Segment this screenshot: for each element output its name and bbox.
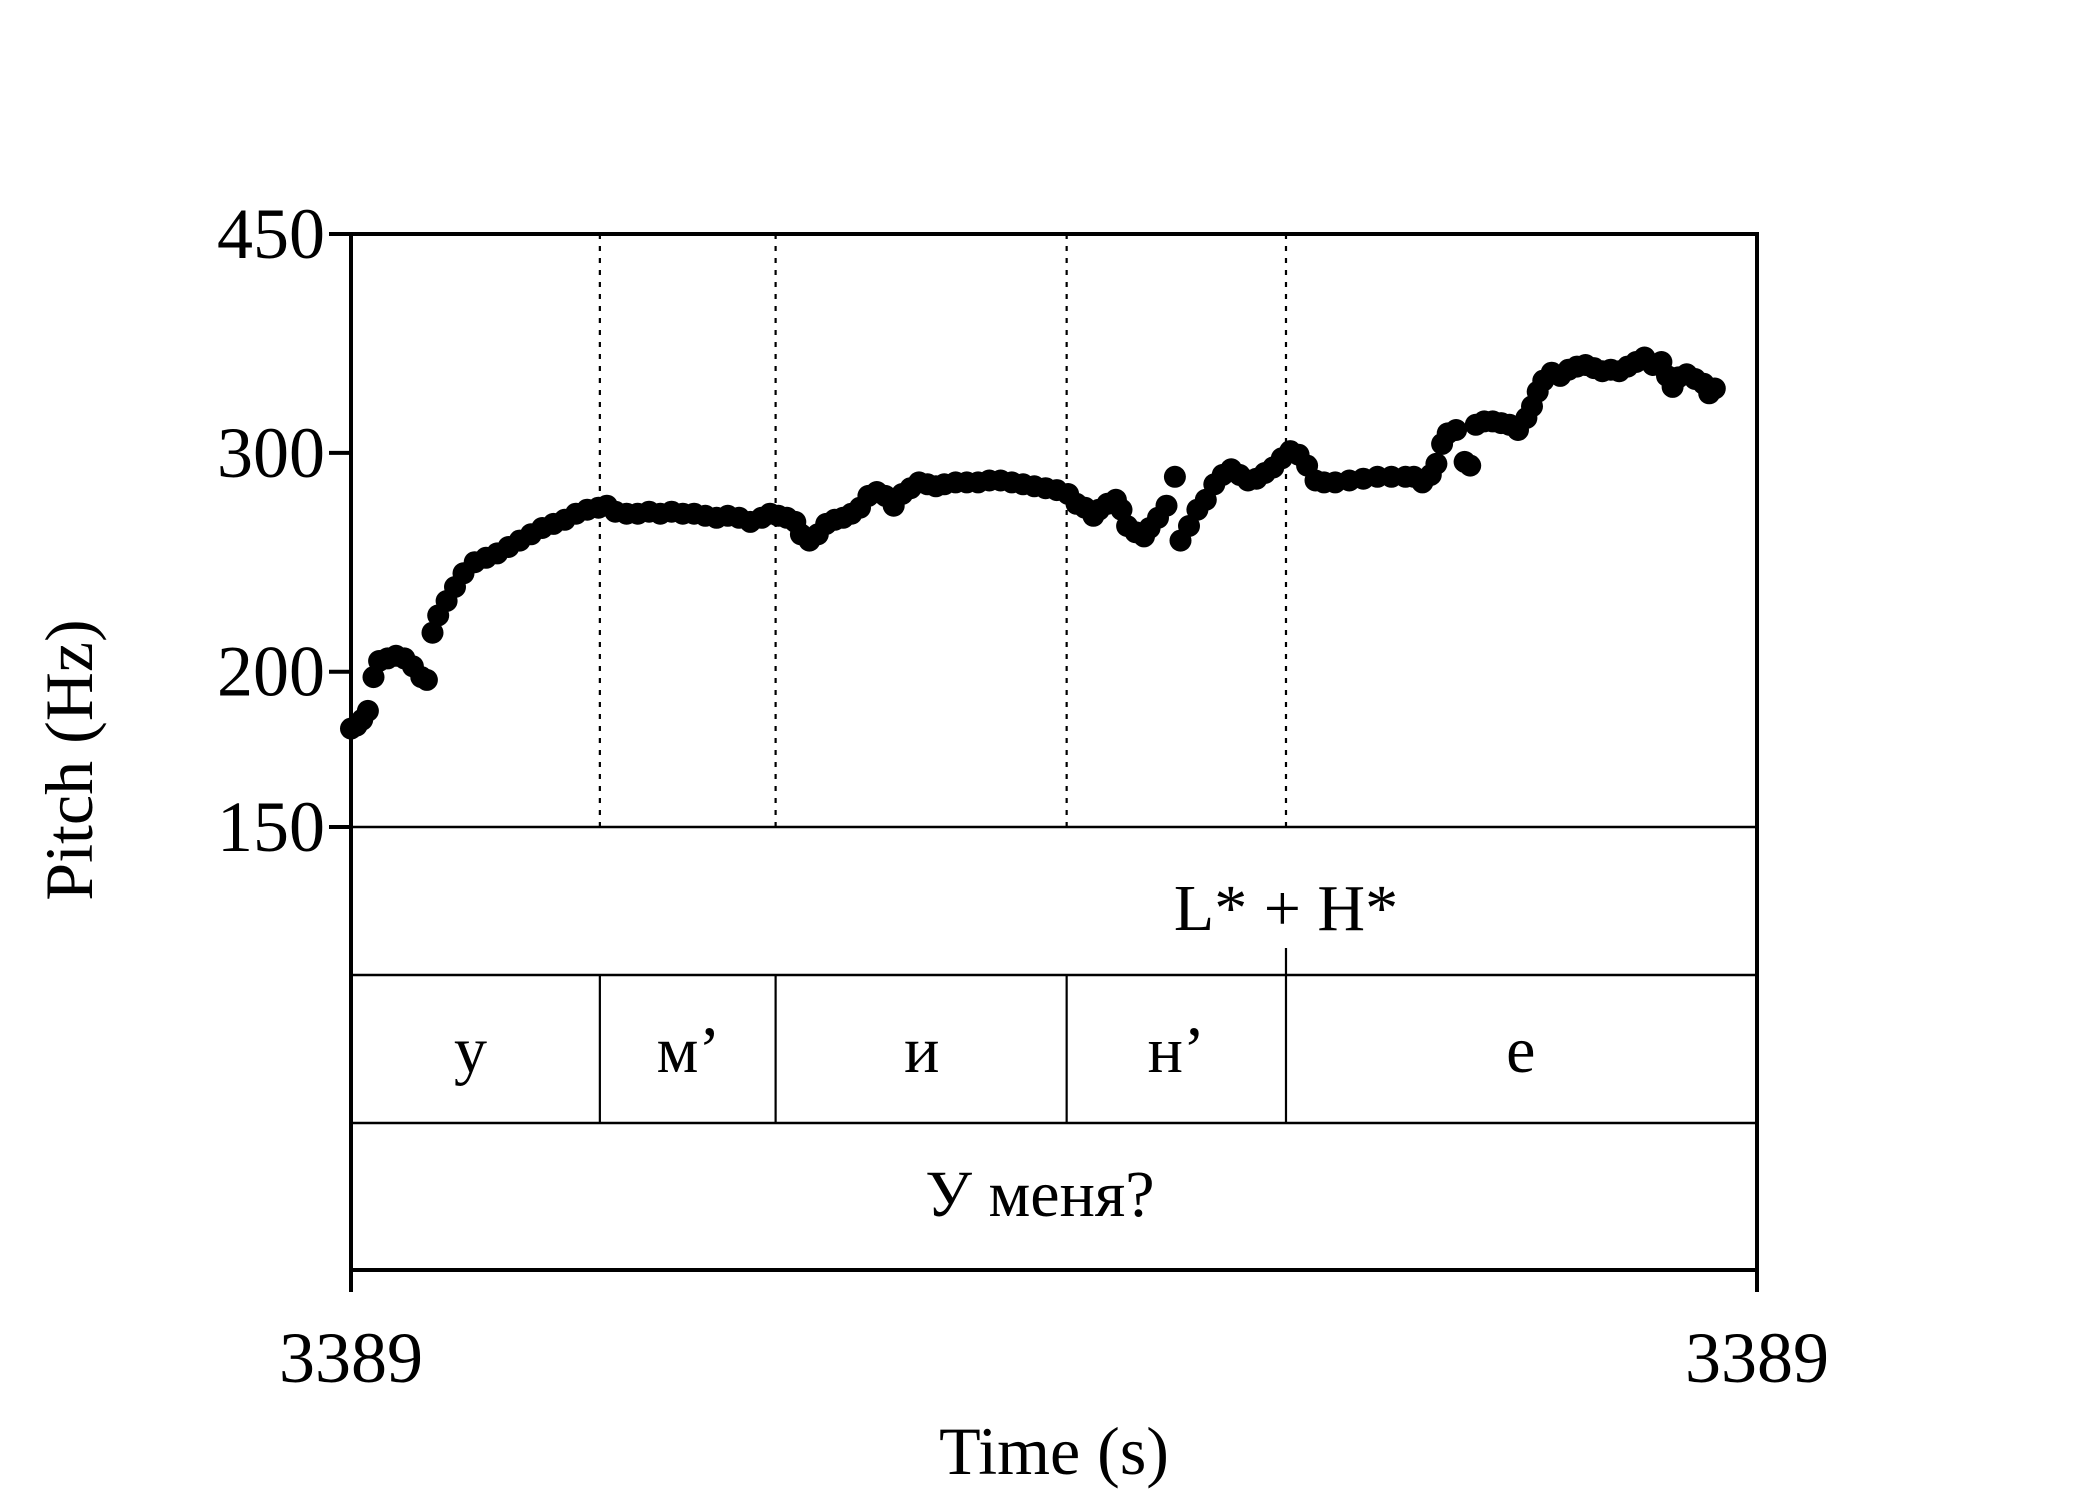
pitch-point bbox=[356, 699, 379, 722]
tick-labels: 450 300 200 150 3389 3389 bbox=[217, 194, 1829, 1398]
segment-label: н’ bbox=[1148, 1014, 1205, 1087]
pitch-point bbox=[421, 621, 444, 644]
pitch-point bbox=[415, 668, 438, 691]
figure-frame bbox=[349, 232, 1759, 1272]
pitch-point bbox=[1703, 377, 1726, 400]
pitch-point bbox=[1445, 419, 1468, 441]
x-axis-title: Time (s) bbox=[939, 1413, 1169, 1489]
segment-label: у bbox=[454, 1014, 487, 1087]
axis-ticks bbox=[329, 232, 1759, 1292]
tone-tier-label: L* + H* bbox=[1174, 872, 1398, 945]
x-tick-label: 3389 bbox=[279, 1318, 423, 1398]
pitch-point bbox=[1459, 454, 1482, 477]
segment-label: и bbox=[904, 1014, 939, 1087]
y-tick-label: 150 bbox=[217, 787, 325, 867]
pitch-point bbox=[1425, 452, 1448, 475]
x-tick-label: 3389 bbox=[1685, 1318, 1829, 1398]
pitch-point bbox=[1155, 494, 1178, 517]
y-axis-title: Pitch (Hz) bbox=[31, 619, 107, 900]
segment-label: е bbox=[1506, 1014, 1535, 1087]
y-tick-label: 200 bbox=[217, 632, 325, 712]
segment-boundaries bbox=[598, 234, 1288, 1123]
y-tick-label: 450 bbox=[217, 194, 325, 274]
segment-label: м’ bbox=[657, 1014, 721, 1087]
pitch-plot-area bbox=[340, 346, 1726, 740]
annotation-tiers: L* + H* у м’ и н’ е У меня? bbox=[349, 232, 1759, 1272]
y-tick-label: 300 bbox=[217, 413, 325, 493]
pitch-point bbox=[1178, 515, 1200, 537]
pitch-point bbox=[1163, 465, 1186, 488]
word-tier-label: У меня? bbox=[925, 1158, 1154, 1231]
